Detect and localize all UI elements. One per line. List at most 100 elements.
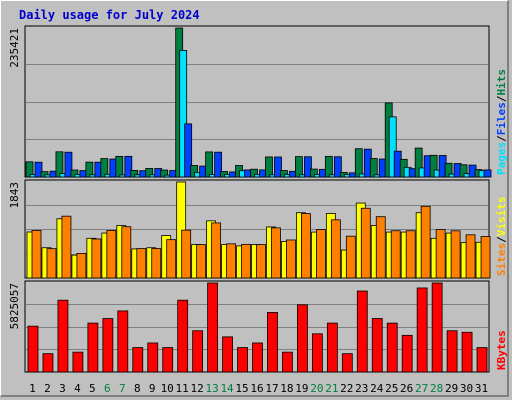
y-max-label-kbytes: 5825057 xyxy=(8,283,21,329)
bar-sites-12 xyxy=(196,244,207,279)
bar-pages-13 xyxy=(214,151,223,178)
bar-sites-22 xyxy=(345,235,356,279)
x-tick-label: 23 xyxy=(355,382,368,395)
bar-hits-10 xyxy=(160,169,169,178)
x-tick-label: 15 xyxy=(235,382,248,395)
x-tick-label: 26 xyxy=(400,382,413,395)
bar-kbytes-20 xyxy=(311,333,323,373)
bar-pages-31 xyxy=(483,169,492,178)
x-tick-label: 21 xyxy=(325,382,338,395)
bar-kbytes-13 xyxy=(207,282,219,373)
x-tick-label: 24 xyxy=(370,382,384,395)
y-max-label-hits: 235421 xyxy=(8,28,21,68)
bar-kbytes-29 xyxy=(446,330,458,373)
bar-kbytes-19 xyxy=(297,304,308,373)
bar-sites-13 xyxy=(211,222,222,279)
bar-sites-21 xyxy=(330,219,341,279)
x-tick-label: 25 xyxy=(385,382,398,395)
bar-hits-29 xyxy=(444,162,453,178)
legend-kbytes-part: KBytes xyxy=(495,330,508,370)
bar-sites-30 xyxy=(465,234,476,279)
bar-pages-1 xyxy=(34,161,43,178)
bar-kbytes-22 xyxy=(341,353,353,373)
legend-hits-part: Pages xyxy=(495,142,508,175)
bar-kbytes-9 xyxy=(147,342,159,373)
bar-sites-14 xyxy=(226,243,236,279)
bar-sites-18 xyxy=(286,239,296,279)
bar-files-25 xyxy=(388,116,397,178)
legend-hits-part: Files xyxy=(495,102,508,135)
bar-hits-24 xyxy=(369,158,378,178)
x-tick-label: 10 xyxy=(161,382,174,395)
bar-kbytes-25 xyxy=(386,322,398,373)
bar-sites-27 xyxy=(420,205,431,279)
x-tick-label: 17 xyxy=(265,382,278,395)
bar-kbytes-11 xyxy=(177,299,189,373)
bar-sites-1 xyxy=(31,230,42,279)
bar-sites-4 xyxy=(76,253,87,279)
x-tick-label: 8 xyxy=(134,382,141,395)
x-tick-label: 19 xyxy=(295,382,308,395)
bar-kbytes-4 xyxy=(72,351,84,373)
bar-kbytes-27 xyxy=(416,287,428,373)
legend-hits-part: / xyxy=(495,95,508,102)
bar-sites-6 xyxy=(106,230,117,279)
x-tick-label: 3 xyxy=(59,382,66,395)
bar-sites-26 xyxy=(405,230,416,279)
bar-kbytes-6 xyxy=(102,318,114,373)
bar-kbytes-30 xyxy=(461,331,473,373)
bar-kbytes-18 xyxy=(282,351,293,373)
bar-hits-8 xyxy=(130,170,139,178)
x-tick-label: 27 xyxy=(415,382,428,395)
bar-hits-30 xyxy=(459,164,468,178)
bar-hits-9 xyxy=(145,167,154,178)
bar-pages-19 xyxy=(304,156,312,178)
bar-sites-23 xyxy=(360,207,371,279)
bar-kbytes-8 xyxy=(132,347,144,373)
x-tick-label: 30 xyxy=(460,382,473,395)
x-tick-label: 9 xyxy=(149,382,156,395)
bar-hits-23 xyxy=(354,148,363,178)
bar-sites-2 xyxy=(46,248,57,279)
bar-sites-24 xyxy=(375,216,386,279)
bar-kbytes-7 xyxy=(117,310,129,373)
bar-pages-11 xyxy=(184,123,193,178)
bar-kbytes-21 xyxy=(326,322,338,373)
bar-sites-25 xyxy=(390,230,401,279)
bar-hits-13 xyxy=(205,151,214,178)
x-tick-label: 5 xyxy=(89,382,96,395)
x-tick-label: 13 xyxy=(205,382,218,395)
x-tick-label: 2 xyxy=(44,382,51,395)
bar-hits-5 xyxy=(85,161,94,178)
bar-hits-3 xyxy=(55,151,64,178)
x-tick-label: 4 xyxy=(74,382,81,395)
x-tick-label: 28 xyxy=(430,382,443,395)
x-tick-label: 6 xyxy=(104,382,111,395)
bar-sites-29 xyxy=(450,230,461,279)
bar-sites-9 xyxy=(151,248,162,279)
x-tick-label: 29 xyxy=(445,382,458,395)
legend-visits-part: / xyxy=(495,236,508,243)
legend-hits-part: / xyxy=(495,135,508,142)
chart-title: Daily usage for July 2024 xyxy=(19,8,200,22)
bar-kbytes-23 xyxy=(356,290,368,373)
x-tick-label: 31 xyxy=(475,382,488,395)
bar-kbytes-16 xyxy=(252,342,263,373)
legend-hits-part: Hits xyxy=(495,69,508,96)
x-tick-label: 7 xyxy=(119,382,126,395)
bar-kbytes-24 xyxy=(371,318,383,373)
bar-kbytes-12 xyxy=(192,330,204,373)
bar-kbytes-14 xyxy=(222,336,233,373)
panel-visits xyxy=(24,179,491,279)
panel-hits xyxy=(24,25,492,178)
bar-sites-19 xyxy=(301,213,311,279)
legend-visits-part: Sites xyxy=(495,243,508,276)
bar-kbytes-17 xyxy=(267,312,278,373)
x-tick-label: 1 xyxy=(29,382,36,395)
bar-kbytes-26 xyxy=(401,334,413,373)
bar-hits-21 xyxy=(324,155,333,178)
bar-pages-7 xyxy=(124,155,133,178)
bar-pages-3 xyxy=(64,151,73,178)
bar-sites-10 xyxy=(166,239,177,279)
